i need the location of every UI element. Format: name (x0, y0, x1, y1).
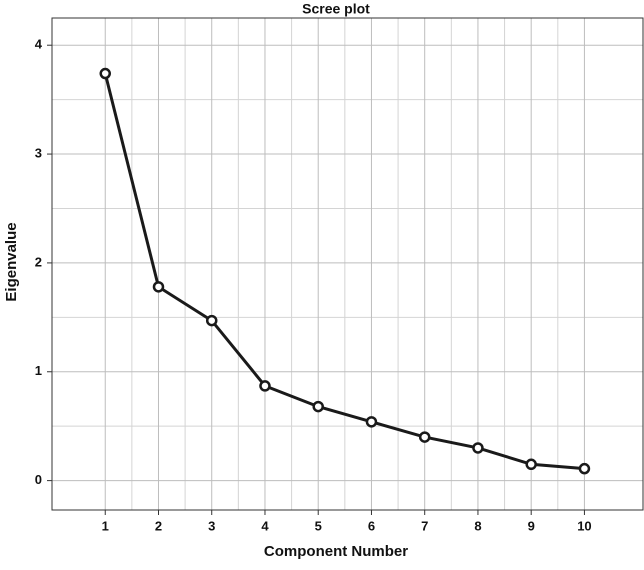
x-tick-label: 7 (421, 518, 428, 533)
point (472, 442, 484, 454)
point (365, 416, 378, 428)
x-axis-label: Component Number (264, 543, 408, 560)
point (152, 281, 165, 293)
point (525, 458, 537, 471)
point (312, 400, 324, 413)
y-tick-label: 2 (35, 254, 42, 269)
x-tick-label: 5 (315, 518, 322, 533)
point (418, 431, 431, 443)
x-tick-label: 2 (155, 518, 162, 533)
x-tick-label: 3 (208, 518, 215, 533)
x-tick-label: 4 (261, 518, 269, 533)
x-tick-label: 9 (528, 518, 535, 533)
point (259, 380, 271, 392)
y-tick-label: 1 (35, 363, 42, 378)
y-axis-label: Eigenvalue (3, 222, 20, 301)
x-tick-label: 6 (368, 518, 375, 533)
point (205, 314, 218, 327)
x-tick-label: 10 (577, 518, 591, 533)
series-line (103, 73, 585, 471)
y-tick-label: 0 (35, 472, 42, 487)
point (99, 67, 111, 80)
plot-frame (51, 17, 644, 511)
chart-title: Scree plot (302, 1, 370, 17)
y-tick-label: 4 (35, 37, 43, 52)
y-tick-label: 3 (35, 145, 42, 160)
point (578, 462, 591, 475)
x-tick-label: 1 (102, 518, 109, 533)
x-tick-label: 8 (474, 518, 481, 533)
